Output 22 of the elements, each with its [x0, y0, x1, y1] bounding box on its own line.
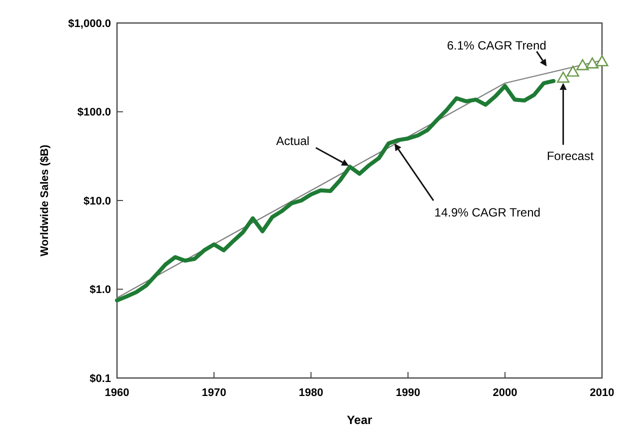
x-axis-title: Year: [346, 413, 373, 427]
y-tick-label: $10.0: [83, 195, 111, 208]
point: [596, 55, 608, 66]
y-tick-label: $0.1: [90, 372, 111, 385]
point: [586, 57, 599, 68]
point: [576, 59, 589, 70]
x-tick-label: 1970: [202, 387, 226, 399]
x-tick-label: 2010: [590, 387, 614, 399]
x-tick-label: 2000: [492, 387, 518, 399]
x-tick-label: 1960: [104, 387, 130, 399]
annotation: Forecast: [546, 149, 594, 164]
y-tick-label: $1,000.0: [68, 18, 111, 30]
point: [566, 66, 580, 77]
annotation: 14.9% CAGR Trend: [434, 206, 540, 220]
x-tick-label: 1980: [298, 387, 324, 399]
point: [556, 72, 570, 83]
x-tick-label: 1990: [396, 387, 420, 399]
annotation: 6.1% CAGR Trend: [446, 38, 546, 53]
annotation: Actual: [276, 134, 310, 148]
y-axis-title: Worldwide Sales ($B): [39, 144, 51, 256]
y-tick-label: $100.0: [77, 106, 111, 119]
y-tick-label: $1.0: [90, 284, 111, 296]
